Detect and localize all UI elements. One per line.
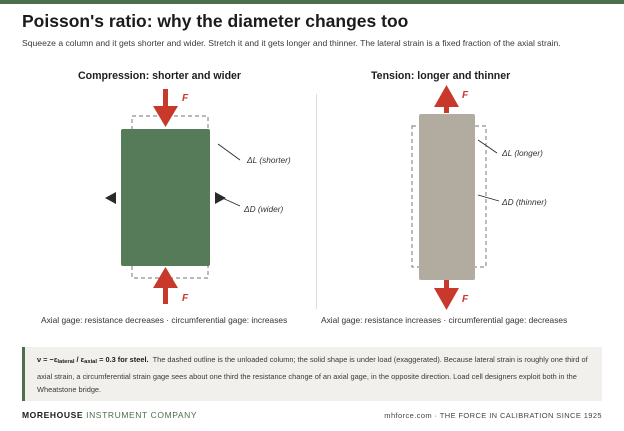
compression-diameter-label: ΔD (wider) [243,204,283,214]
compression-title: Compression: shorter and wider [78,70,242,82]
compression-force-top-label: F [182,93,189,104]
compression-panel: F F ΔL (shorter) ΔD (wider) [105,89,291,304]
tension-caption: Axial gage: resistance increases · circu… [321,315,568,325]
formula-sub-lateral: lateral [57,359,75,365]
compression-diameter-leader [217,195,241,207]
panel-divider [316,94,317,309]
formula-prefix: ν = −ε [37,355,58,364]
tension-panel: F F ΔL (longer) ΔD (thinner) [411,85,547,310]
tension-force-top-arrow [434,85,459,113]
page-title: Poisson's ratio: why the diameter change… [22,11,409,31]
poisson-formula: ν = −εlateral / εaxial = 0.3 for steel. [37,355,149,365]
compression-length-leader [217,143,241,161]
page-subtitle: Squeeze a column and it gets shorter and… [22,38,561,48]
top-accent-bar [0,0,624,4]
compression-right-expand-arrow [215,192,226,204]
tension-force-bottom-arrow [434,280,459,310]
formula-sub-axial: axial [84,359,98,365]
compression-length-label: ΔL (shorter) [246,155,291,165]
compression-force-top-arrow [153,89,178,127]
tension-loaded-column [419,114,475,280]
footer-tagline: mhforce.com · THE FORCE IN CALIBRATION S… [384,411,602,420]
compression-force-bottom-label: F [182,293,189,304]
tension-diameter-label: ΔD (thinner) [501,197,547,207]
footer-brand: MOREHOUSE INSTRUMENT COMPANY [22,410,197,420]
explanation-note: ν = −εlateral / εaxial = 0.3 for steel. … [22,347,602,401]
compression-left-expand-arrow [105,192,116,204]
tension-force-bottom-label: F [462,294,469,305]
tension-force-top-label: F [462,90,469,101]
tension-length-leader [477,139,498,154]
tension-diameter-leader [477,194,500,202]
footer-brand-rest: INSTRUMENT COMPANY [83,410,198,420]
formula-mid: / ε [74,355,85,364]
tension-title: Tension: longer and thinner [371,70,511,82]
formula-suffix: = 0.3 for steel. [97,355,149,364]
tension-length-label: ΔL (longer) [501,148,543,158]
note-body: The dashed outline is the unloaded colum… [37,355,588,395]
footer-brand-bold: MOREHOUSE [22,410,84,420]
compression-caption: Axial gage: resistance decreases · circu… [41,315,288,325]
compression-force-bottom-arrow [153,267,178,304]
compression-loaded-column [121,129,210,266]
